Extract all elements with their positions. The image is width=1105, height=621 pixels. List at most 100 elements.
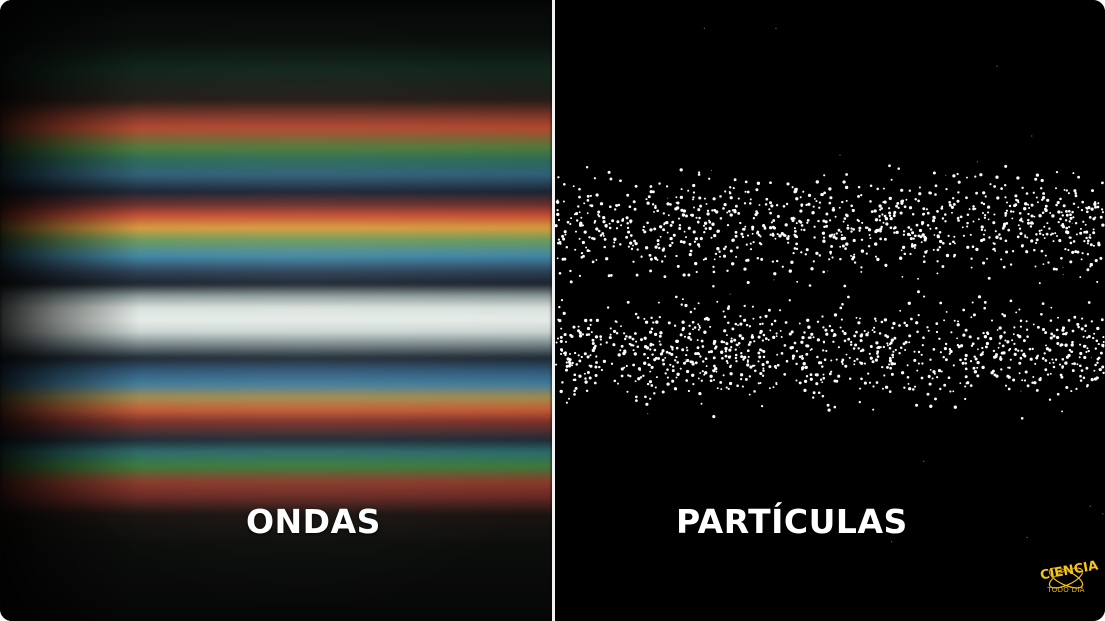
stray-speck xyxy=(976,161,978,163)
particle-dot xyxy=(795,235,799,239)
particle-dot xyxy=(578,334,583,338)
particle-dot xyxy=(689,310,693,314)
particle-dot xyxy=(922,336,925,339)
particle-dot xyxy=(793,227,796,230)
particle-dot xyxy=(782,233,786,237)
particle-dot xyxy=(636,345,640,349)
particle-dot xyxy=(916,330,919,334)
particle-dot xyxy=(905,198,908,201)
particle-dot xyxy=(917,313,920,317)
particle-dot xyxy=(1063,188,1066,191)
particle-dot xyxy=(647,195,651,199)
particle-dot xyxy=(875,381,879,384)
particle-dot xyxy=(663,275,667,279)
particle-dot xyxy=(578,374,582,378)
particle-dot xyxy=(658,315,661,319)
particle-dot xyxy=(675,356,678,359)
particle-dot xyxy=(790,330,794,334)
particle-dot xyxy=(823,358,827,361)
particle-dot xyxy=(1101,365,1105,369)
particle-dot xyxy=(899,211,903,215)
particle-dot xyxy=(798,381,802,385)
particle-dot xyxy=(964,375,968,379)
particle-dot xyxy=(972,207,975,211)
particle-dot xyxy=(726,306,730,311)
particle-dot xyxy=(682,273,686,277)
particle-dot xyxy=(687,389,690,393)
particle-dot xyxy=(784,223,788,227)
particle-dot xyxy=(886,342,889,345)
particle-dot xyxy=(681,320,685,324)
particle-dot xyxy=(746,363,750,367)
particle-dot xyxy=(585,246,588,249)
particle-dot xyxy=(578,237,581,240)
particle-dot xyxy=(1045,347,1050,351)
particle-dot xyxy=(842,220,845,223)
particle-dot xyxy=(599,234,603,237)
particle-dot xyxy=(646,356,650,360)
particle-dot xyxy=(800,228,803,231)
particle-dot xyxy=(800,251,803,254)
particle-dot xyxy=(1048,362,1051,364)
particle-dot xyxy=(711,222,715,226)
particle-dot xyxy=(1020,217,1023,220)
particle-dot xyxy=(738,334,742,338)
particle-dot xyxy=(773,272,777,276)
particle-dot xyxy=(708,219,711,222)
particle-dot xyxy=(752,241,755,244)
particle-dot xyxy=(661,390,665,394)
stray-speck xyxy=(729,293,731,295)
particle-dot xyxy=(1012,210,1015,213)
particle-dot xyxy=(879,237,882,241)
particle-dot xyxy=(765,360,769,364)
particle-dot xyxy=(961,361,965,365)
particle-dot xyxy=(1069,216,1073,220)
particle-dot xyxy=(1009,210,1013,213)
particle-dot xyxy=(615,331,619,335)
particle-dot xyxy=(949,390,952,393)
particle-dot xyxy=(769,233,772,236)
particle-dot xyxy=(902,342,906,346)
particle-dot xyxy=(912,237,915,240)
particle-dot xyxy=(642,374,645,377)
particle-dot xyxy=(1056,200,1060,205)
particle-dot xyxy=(654,386,657,389)
particle-dot xyxy=(845,242,849,246)
particle-dot xyxy=(853,334,857,338)
particle-dot xyxy=(730,337,733,340)
particle-dot xyxy=(956,323,960,327)
particle-dot xyxy=(838,206,841,209)
particle-dot xyxy=(886,344,889,347)
particle-dot xyxy=(805,344,809,348)
particle-dot xyxy=(629,221,632,224)
particle-dot xyxy=(659,331,663,335)
particle-dot xyxy=(598,215,601,218)
particle-dot xyxy=(1092,336,1095,340)
particle-dot xyxy=(1087,349,1090,353)
particle-dot xyxy=(597,210,601,214)
particle-dot xyxy=(847,295,850,299)
particle-dot xyxy=(920,241,923,244)
particle-dot xyxy=(634,312,638,316)
particle-dot xyxy=(1034,362,1037,365)
particle-dot xyxy=(559,348,564,352)
particle-dot xyxy=(998,233,1001,236)
particle-dot xyxy=(848,356,851,359)
particle-dot xyxy=(1052,240,1055,243)
particle-dot xyxy=(677,217,681,220)
particle-dot xyxy=(790,345,795,350)
particle-dot xyxy=(841,362,844,366)
particle-dot xyxy=(837,346,840,349)
particle-dot xyxy=(556,212,560,217)
particle-dot xyxy=(724,245,727,248)
particle-dot xyxy=(1062,204,1066,208)
particle-dot xyxy=(595,193,599,197)
particle-dot xyxy=(1068,236,1071,239)
particle-dot xyxy=(695,216,698,219)
particle-dot xyxy=(779,309,782,312)
particle-dot xyxy=(744,377,748,381)
particle-dot xyxy=(1086,336,1089,339)
particle-dot xyxy=(909,252,912,256)
particle-dot xyxy=(761,339,765,342)
film-grain-overlay xyxy=(0,0,552,621)
